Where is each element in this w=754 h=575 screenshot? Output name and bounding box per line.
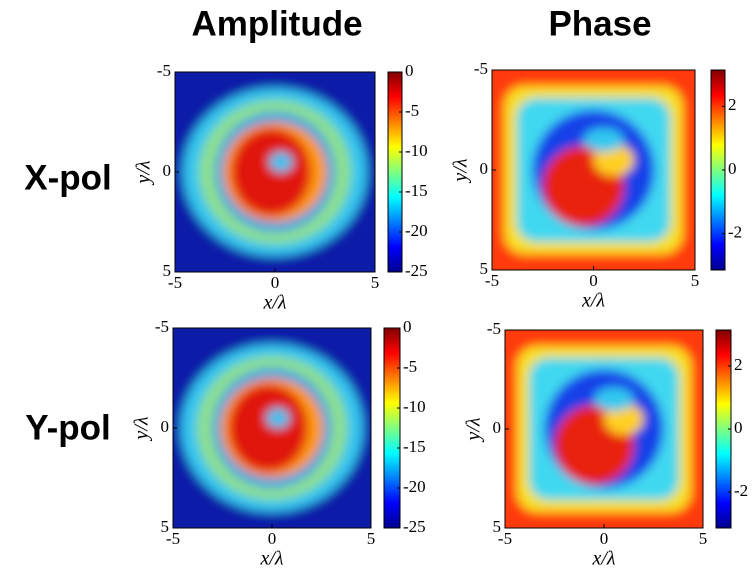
y-tick-label: 5 <box>480 259 489 278</box>
colorbar-tick-label: -10 <box>405 141 428 160</box>
x-tick-label: 0 <box>271 273 280 292</box>
y-tick-label: 5 <box>493 517 502 536</box>
colorbar-tick-label: 0 <box>734 418 743 437</box>
x-tick-label: 0 <box>268 529 277 548</box>
row-label: X-pol <box>24 158 111 197</box>
field <box>231 128 311 216</box>
heatmap-image <box>173 328 371 528</box>
y-tick-label: -5 <box>155 317 169 336</box>
colorbar-tick-label: -10 <box>403 397 426 416</box>
row-label: Y-pol <box>25 408 111 447</box>
y-tick-label: 0 <box>161 417 170 436</box>
y-tick-label: -5 <box>487 319 501 338</box>
colorbar-tick-label: -20 <box>403 477 426 496</box>
colorbar-tick-label: 2 <box>734 355 743 374</box>
column-title: Phase <box>548 4 651 43</box>
heatmap-field <box>492 70 695 270</box>
y-tick-label: 5 <box>161 517 170 536</box>
y-axis-label: y/λ <box>450 158 472 183</box>
y-tick-label: -5 <box>157 61 171 80</box>
x-tick-label: 0 <box>600 529 609 548</box>
x-tick-label: 5 <box>699 529 708 548</box>
heatmap-field <box>505 330 703 528</box>
y-axis-label: y/λ <box>463 417 485 442</box>
colorbar-tick-label: 2 <box>728 95 737 114</box>
colorbar-tick-label: -2 <box>728 223 742 242</box>
y-tick-label: 5 <box>163 261 172 280</box>
colorbar-tick-label: 0 <box>403 317 412 336</box>
x-axis-label: x/λ <box>591 548 615 570</box>
colorbar-tick-label: -15 <box>403 437 426 456</box>
y-tick-label: -5 <box>474 59 488 78</box>
heatmap-image <box>175 72 375 272</box>
x-tick-label: -5 <box>498 529 512 548</box>
field <box>269 152 293 172</box>
x-tick-label: -5 <box>485 271 499 290</box>
x-axis-label: x/λ <box>581 290 605 312</box>
y-tick-label: 0 <box>480 159 489 178</box>
colorbar-tick-label: 0 <box>405 61 414 80</box>
field <box>228 384 308 472</box>
colorbar-tick-label: -25 <box>405 261 428 280</box>
heatmap-field <box>173 328 371 528</box>
x-axis-label: x/λ <box>262 292 286 314</box>
colorbar-tick-label: -5 <box>405 101 419 120</box>
colorbar-tick-label: -2 <box>734 481 748 500</box>
x-axis-label: x/λ <box>259 548 283 570</box>
y-axis-label: y/λ <box>131 416 153 441</box>
x-tick-label: 5 <box>691 271 700 290</box>
column-title: Amplitude <box>191 4 362 43</box>
x-tick-label: 0 <box>589 271 598 290</box>
colorbar <box>387 71 403 273</box>
colorbar-tick-label: -25 <box>403 517 426 536</box>
y-tick-label: 0 <box>163 161 172 180</box>
x-tick-label: -5 <box>166 529 180 548</box>
heatmap-image <box>492 70 695 270</box>
x-tick-label: 5 <box>367 529 376 548</box>
x-tick-label: 5 <box>371 273 380 292</box>
colorbar-tick-label: -5 <box>403 357 417 376</box>
heatmap-image <box>505 330 703 528</box>
colorbar <box>383 327 401 529</box>
colorbar-tick-label: -20 <box>405 221 428 240</box>
field <box>594 387 634 412</box>
y-tick-label: 0 <box>493 418 502 437</box>
heatmap-field <box>175 72 375 272</box>
y-axis-label: y/λ <box>133 160 155 185</box>
field <box>266 408 290 428</box>
x-tick-label: -5 <box>168 273 182 292</box>
colorbar-tick-label: 0 <box>728 159 737 178</box>
colorbar-tick-label: -15 <box>405 181 428 200</box>
field <box>604 403 644 435</box>
field <box>583 128 624 152</box>
